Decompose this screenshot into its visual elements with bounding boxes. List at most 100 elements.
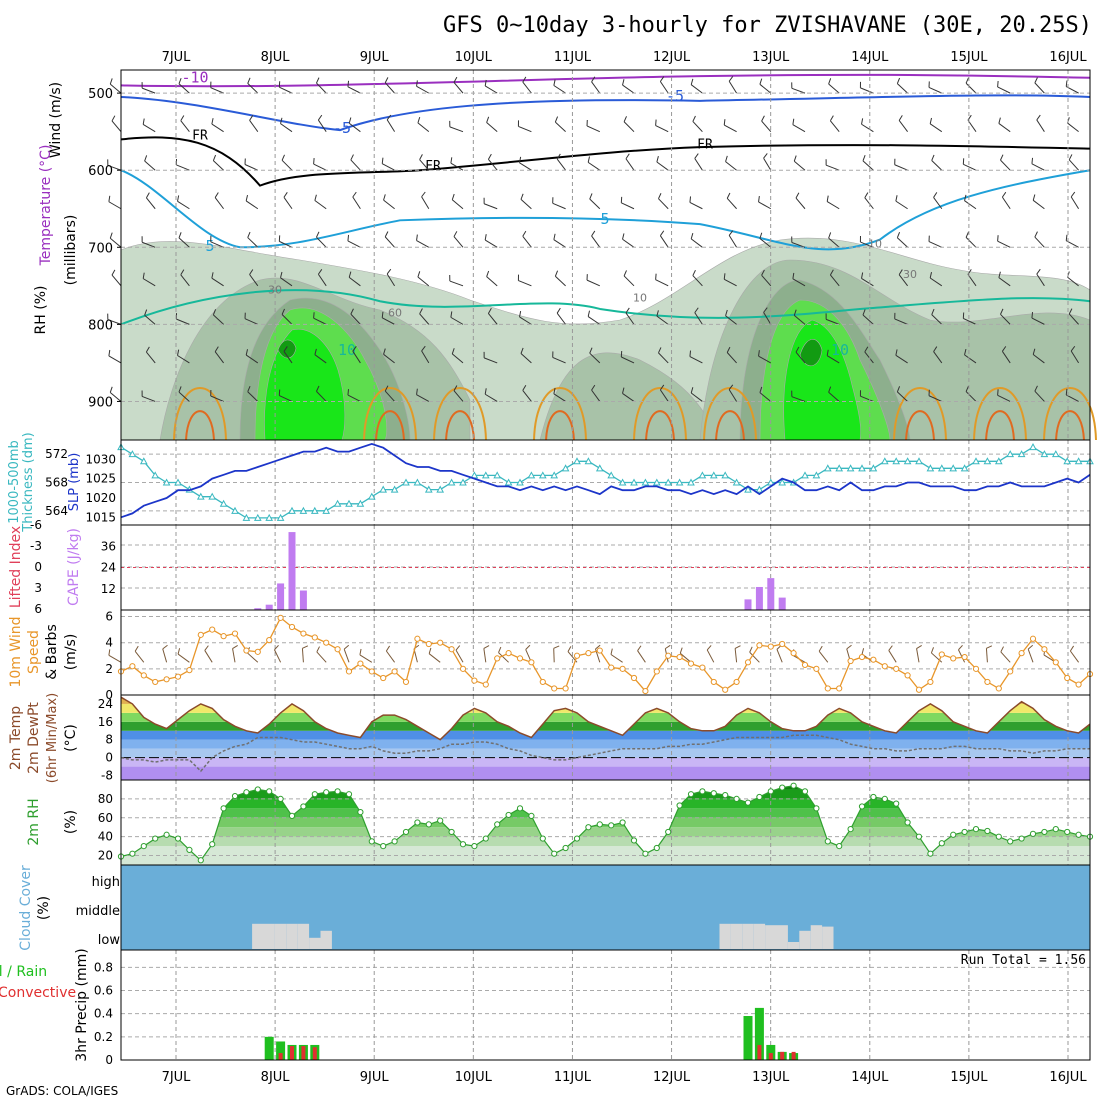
x-tick-label: 16JUL [1049,50,1087,65]
wind-barb [587,316,601,325]
wind-barb-flag [108,349,111,356]
wind-barb-flag [829,115,834,122]
wind-barb [591,389,601,402]
wind-barb [244,318,259,325]
wind-barb [522,81,532,94]
data-point [608,822,615,829]
wind-barb [421,350,430,364]
data-point [516,655,524,662]
temp-contour-20 [375,410,405,441]
wind-barb [483,648,487,663]
rh-contour-label: 30 [903,268,917,281]
wind-barb-flag [484,79,487,86]
wind-barb-flag [610,648,613,655]
data-point [892,457,901,465]
data-point [539,835,546,842]
rh-band [121,798,1090,809]
wind-barb [1034,236,1045,248]
data-point [619,819,626,826]
data-point [596,647,603,654]
data-point [448,646,455,653]
wind-barb [214,351,224,364]
wind-barb-flag [587,156,591,163]
slp-line [120,442,1091,519]
temp-contour-20 [985,410,1015,441]
data-point [334,788,341,795]
y-label-cloud-cover: Cloud Cover [18,865,34,951]
data-point [755,485,764,493]
wind-barb-flag [302,645,309,649]
wind-barb [679,652,692,663]
data-point [140,843,147,850]
data-point [242,513,251,521]
wind-barb-flag [656,156,659,163]
wind-barb-flag [1069,645,1075,652]
data-point [505,650,512,657]
wind-barb-flag [556,153,561,160]
wind-barb [176,318,190,325]
data-point [653,668,660,675]
wind-barb [417,276,430,287]
wind-barb [725,315,737,325]
wind-barb-flag [204,645,209,651]
wind-barb-flag [554,270,559,277]
rh-shading-region [799,339,823,366]
wind-barb [623,275,635,287]
data-point [1051,450,1060,458]
wind-barb-flag [214,192,219,198]
wind-barb [348,277,361,287]
y-tick-label: 568 [45,476,68,490]
wind-barb [776,649,783,663]
cloud-low-bar [810,925,823,949]
wind-barb-flag [792,118,795,125]
wind-barb [689,356,703,364]
data-point [641,478,650,486]
data-point [744,659,752,666]
data-point [607,471,616,479]
wind-barb [758,201,772,210]
wind-barb-flag [177,648,181,655]
wind-barb [279,395,293,402]
wind-barb-flag [690,232,694,240]
wind-barb [419,313,430,325]
y-tick-label: 0.6 [94,984,113,998]
data-point [779,784,786,791]
wind-barb-flag [986,645,993,649]
y-axis-thickness: 564 568 572 [45,447,68,518]
cape-bar [277,583,285,610]
data-point [494,655,501,662]
contour-label: -5 [666,87,684,105]
data-point [721,471,730,479]
wind-barb-flag [916,644,922,649]
data-point [367,492,376,500]
wind-barb-flag [419,154,423,160]
y-label-3hr-precip: 3hr Precip (mm) [74,948,90,1061]
data-point [744,799,752,806]
wind-barb [1031,163,1045,171]
data-point [903,457,912,465]
wind-barb-flag [656,310,659,317]
precip-convective-bar [791,1051,796,1060]
y-axis-rh: 20 40 60 80 [98,792,113,863]
wind-barb [610,654,623,663]
wind-barb-flag [177,349,180,356]
wind-barb [792,278,806,287]
wind-barb [553,393,566,402]
wind-barb [1068,159,1079,171]
wind-barb-flag [998,271,1001,278]
wind-barb [522,390,532,402]
data-point [368,838,375,845]
wind-barb [724,124,737,133]
wind-barb [518,280,532,287]
wind-barb-flag [761,115,765,122]
data-point [551,685,558,692]
wind-barb [484,393,498,402]
wind-barb-flag [929,117,933,124]
temp-contour-15 [363,386,417,441]
wind-barb-flag [589,347,593,354]
wind-barb [928,86,943,94]
data-point [391,668,398,675]
data-point [482,681,489,688]
wind-barb-flag [1068,308,1073,315]
data-point [880,457,889,465]
